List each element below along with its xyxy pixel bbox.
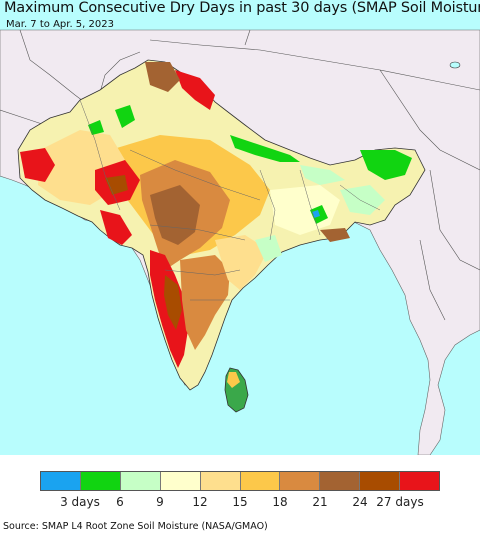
legend-swatch: [119, 472, 160, 490]
legend-label: 9: [156, 495, 164, 509]
legend-label: 6: [116, 495, 124, 509]
state-borders: [79, 99, 381, 301]
legend-label: 24: [352, 495, 368, 509]
legend-labels: 3 days 6 9 12 15 18 21 24 27 days: [40, 495, 440, 511]
date-range: Mar. 7 to Apr. 5, 2023: [6, 19, 114, 30]
map-title: Maximum Consecutive Dry Days in past 30 …: [4, 0, 480, 16]
sri-lanka-dry: [227, 372, 240, 388]
lake: [449, 61, 461, 69]
legend-label: 27 days: [376, 495, 424, 509]
legend-swatch: [239, 472, 280, 490]
source-credit: Source: SMAP L4 Root Zone Soil Moisture …: [3, 521, 268, 532]
legend-label: 18: [272, 495, 288, 509]
legend-swatch: [41, 472, 80, 490]
legend-label: 21: [312, 495, 328, 509]
legend-label: 15: [232, 495, 248, 509]
legend-swatch: [279, 472, 320, 490]
map-canvas: [0, 0, 480, 455]
legend-swatch: [79, 472, 120, 490]
dry-days-field: [20, 62, 412, 368]
legend-swatch: [399, 472, 440, 490]
legend-label: 12: [192, 495, 208, 509]
legend-swatch: [319, 472, 360, 490]
legend-swatch: [359, 472, 400, 490]
legend-colorbar: [40, 471, 440, 491]
legend-swatch: [199, 472, 240, 490]
legend-swatch: [159, 472, 200, 490]
legend-label: 3 days: [60, 495, 100, 509]
